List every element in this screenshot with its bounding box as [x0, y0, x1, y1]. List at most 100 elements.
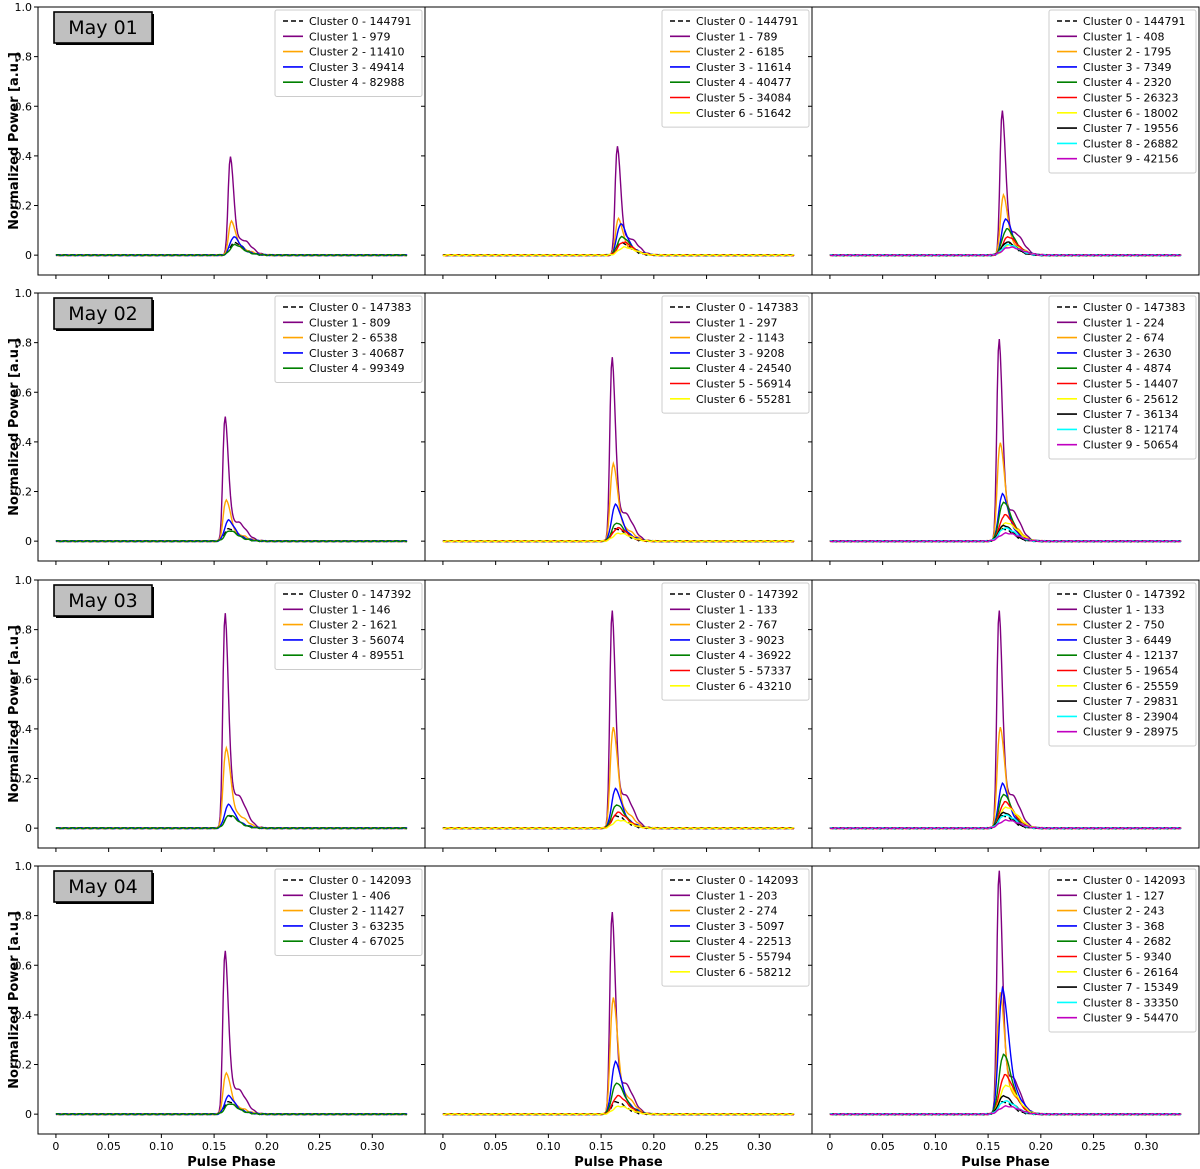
legend-box — [274, 9, 423, 97]
legend-entry-cluster-2: Cluster 2 - 6538 — [309, 332, 398, 345]
legend-entry-cluster-7: Cluster 7 - 19556 — [1083, 122, 1179, 135]
legend: Cluster 0 - 147392 Cluster 1 - 146 Cluster… — [274, 582, 423, 670]
series-group — [55, 950, 408, 1116]
legend-box — [274, 582, 423, 670]
series-group — [55, 416, 408, 543]
legend: Cluster 0 - 147383 Cluster 1 - 224 Cluster… — [1048, 295, 1197, 460]
y-tick-label: 0 — [25, 249, 32, 262]
legend-entry-cluster-3: Cluster 3 - 9023 — [696, 634, 785, 647]
legend-entry-cluster-3: Cluster 3 - 56074 — [309, 634, 405, 647]
legend: Cluster 0 - 147383 Cluster 1 - 809 Cluster… — [274, 295, 423, 383]
legend-entry-cluster-8: Cluster 8 - 12174 — [1083, 423, 1179, 436]
legend-entry-cluster-1: Cluster 1 - 408 — [1083, 30, 1165, 43]
series-line-cluster-6 — [442, 819, 795, 830]
legend-entry-cluster-9: Cluster 9 - 54470 — [1083, 1012, 1179, 1025]
legend: Cluster 0 - 147392 Cluster 1 - 133 Cluster… — [661, 582, 810, 701]
legend-entry-cluster-3: Cluster 3 - 40687 — [309, 347, 405, 360]
y-tick-label: 0.2 — [15, 486, 33, 499]
x-tick-label: 0.10 — [923, 1140, 948, 1153]
subplot-r2-c0: 0 0.2 0.4 0.6 0.8 1.0 Normalized Power [a.u.] C… — [7, 574, 426, 852]
series-group — [55, 613, 408, 830]
y-tick-label: 0 — [25, 822, 32, 835]
legend-entry-cluster-0: Cluster 0 - 142093 — [696, 874, 799, 887]
legend-entry-cluster-1: Cluster 1 - 203 — [696, 889, 778, 902]
legend-entry-cluster-7: Cluster 7 - 15349 — [1083, 981, 1179, 994]
y-tick-label: 0.6 — [15, 100, 33, 113]
legend-entry-cluster-2: Cluster 2 - 243 — [1083, 905, 1165, 918]
legend-entry-cluster-5: Cluster 5 - 55794 — [696, 951, 792, 964]
legend-entry-cluster-6: Cluster 6 - 25612 — [1083, 393, 1179, 406]
legend-entry-cluster-0: Cluster 0 - 147392 — [309, 588, 412, 601]
x-tick-label: 0.20 — [255, 1140, 280, 1153]
legend-entry-cluster-1: Cluster 1 - 979 — [309, 30, 391, 43]
legend: Cluster 0 - 147392 Cluster 1 - 133 Cluster… — [1048, 582, 1197, 747]
legend-entry-cluster-9: Cluster 9 - 28975 — [1083, 726, 1179, 739]
legend-entry-cluster-0: Cluster 0 - 142093 — [309, 874, 412, 887]
legend-box — [1048, 9, 1197, 174]
x-tick-label: 0.20 — [642, 1140, 667, 1153]
x-tick-label: 0.25 — [694, 1140, 719, 1153]
day-badge — [53, 297, 153, 330]
legend-box — [1048, 868, 1197, 1033]
legend-entry-cluster-4: Cluster 4 - 4874 — [1083, 362, 1172, 375]
series-line-cluster-6 — [442, 532, 795, 543]
legend-entry-cluster-4: Cluster 4 - 40477 — [696, 76, 792, 89]
legend-entry-cluster-1: Cluster 1 - 133 — [696, 603, 778, 616]
legend-entry-cluster-4: Cluster 4 - 22513 — [696, 935, 792, 948]
legend-entry-cluster-3: Cluster 3 - 9208 — [696, 347, 785, 360]
x-tick-label: 0.10 — [149, 1140, 174, 1153]
y-axis-label: Normalized Power [a.u.] — [7, 625, 22, 803]
legend-entry-cluster-6: Cluster 6 - 51642 — [696, 107, 792, 120]
legend-entry-cluster-4: Cluster 4 - 89551 — [309, 649, 405, 662]
legend-entry-cluster-1: Cluster 1 - 146 — [309, 603, 391, 616]
x-tick-label: 0.05 — [483, 1140, 508, 1153]
y-tick-label: 0.2 — [15, 1059, 33, 1072]
y-tick-label: 0.8 — [15, 337, 33, 350]
series-line-cluster-4 — [55, 1103, 408, 1116]
y-tick-label: 1.0 — [15, 574, 33, 587]
legend-entry-cluster-7: Cluster 7 - 29831 — [1083, 695, 1179, 708]
x-tick-label: 0.25 — [1081, 1140, 1106, 1153]
x-tick-label: 0.05 — [870, 1140, 895, 1153]
x-tick-label: 0.20 — [1029, 1140, 1054, 1153]
legend-entry-cluster-5: Cluster 5 - 14407 — [1083, 378, 1179, 391]
y-tick-label: 0.6 — [15, 386, 33, 399]
legend-entry-cluster-2: Cluster 2 - 767 — [696, 619, 778, 632]
legend-entry-cluster-2: Cluster 2 - 1621 — [309, 619, 398, 632]
y-tick-label: 0 — [25, 535, 32, 548]
legend-entry-cluster-1: Cluster 1 - 297 — [696, 316, 778, 329]
legend-entry-cluster-0: Cluster 0 - 147392 — [696, 588, 799, 601]
y-tick-label: 0.8 — [15, 910, 33, 923]
y-tick-label: 0.8 — [15, 624, 33, 637]
legend-entry-cluster-3: Cluster 3 - 11614 — [696, 61, 792, 74]
day-badge-label: May 03 — [68, 590, 138, 612]
legend-entry-cluster-8: Cluster 8 - 33350 — [1083, 996, 1179, 1009]
legend-entry-cluster-2: Cluster 2 - 274 — [696, 905, 778, 918]
legend: Cluster 0 - 144791 Cluster 1 - 789 Cluster… — [661, 9, 810, 128]
legend: Cluster 0 - 147383 Cluster 1 - 297 Cluster… — [661, 295, 810, 414]
legend-entry-cluster-3: Cluster 3 - 6449 — [1083, 634, 1172, 647]
legend-entry-cluster-3: Cluster 3 - 5097 — [696, 920, 785, 933]
legend-entry-cluster-1: Cluster 1 - 127 — [1083, 889, 1165, 902]
legend-box — [274, 295, 423, 383]
legend-entry-cluster-9: Cluster 9 - 42156 — [1083, 153, 1179, 166]
y-tick-label: 1.0 — [15, 860, 33, 873]
legend-entry-cluster-5: Cluster 5 - 19654 — [1083, 665, 1179, 678]
legend-entry-cluster-2: Cluster 2 - 6185 — [696, 46, 785, 59]
y-tick-label: 0.2 — [15, 200, 33, 213]
legend-box — [1048, 582, 1197, 747]
legend: Cluster 0 - 142093 Cluster 1 - 406 Cluster… — [274, 868, 423, 956]
x-tick-label: 0.30 — [360, 1140, 385, 1153]
legend-entry-cluster-4: Cluster 4 - 99349 — [309, 362, 405, 375]
y-tick-label: 0 — [25, 1108, 32, 1121]
legend-entry-cluster-8: Cluster 8 - 26882 — [1083, 137, 1179, 150]
y-axis-label: Normalized Power [a.u.] — [7, 338, 22, 516]
day-badge — [53, 11, 153, 44]
legend: Cluster 0 - 144791 Cluster 1 - 979 Cluster… — [274, 9, 423, 97]
x-tick-label: 0.15 — [976, 1140, 1001, 1153]
legend-entry-cluster-0: Cluster 0 - 142093 — [1083, 874, 1186, 887]
subplot-r0-c1: Cluster 0 - 144791 Cluster 1 - 789 Cluster… — [421, 6, 813, 279]
series-line-cluster-9 — [829, 1105, 1182, 1116]
legend-entry-cluster-4: Cluster 4 - 2320 — [1083, 76, 1172, 89]
subplot-r3-c2: 0 0.05 0.10 0.15 0.20 0.25 0.30 Pulse Phase Clus… — [808, 865, 1200, 1169]
